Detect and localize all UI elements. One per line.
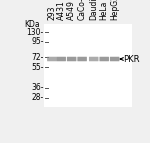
FancyBboxPatch shape bbox=[77, 57, 87, 61]
Text: KDa: KDa bbox=[25, 20, 40, 29]
Text: 72-: 72- bbox=[31, 53, 44, 62]
FancyBboxPatch shape bbox=[67, 57, 76, 61]
Text: 55-: 55- bbox=[31, 63, 44, 72]
Text: Daudi: Daudi bbox=[89, 0, 98, 20]
Text: A431: A431 bbox=[57, 1, 66, 20]
Text: PKR: PKR bbox=[123, 54, 139, 63]
Text: 28-: 28- bbox=[32, 93, 44, 102]
FancyBboxPatch shape bbox=[47, 57, 57, 61]
Text: 293: 293 bbox=[47, 6, 56, 20]
Text: HepG2: HepG2 bbox=[110, 0, 119, 20]
Bar bbox=[44, 24, 132, 107]
Text: CaCo-2: CaCo-2 bbox=[78, 0, 87, 20]
Text: A549: A549 bbox=[67, 1, 76, 20]
Text: 95-: 95- bbox=[31, 37, 44, 46]
Text: HeLa: HeLa bbox=[100, 1, 109, 20]
FancyBboxPatch shape bbox=[99, 57, 109, 61]
FancyBboxPatch shape bbox=[110, 57, 119, 61]
Text: 36-: 36- bbox=[31, 83, 44, 92]
Text: 130-: 130- bbox=[27, 27, 44, 36]
FancyBboxPatch shape bbox=[56, 57, 66, 61]
FancyBboxPatch shape bbox=[89, 57, 99, 61]
